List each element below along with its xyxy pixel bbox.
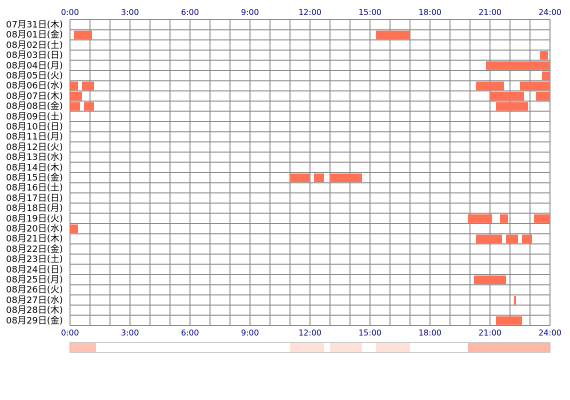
hour-tick-label-bottom: 15:00 [358, 329, 381, 338]
hour-tick-label-top: 9:00 [241, 8, 259, 17]
date-label: 08月09日(土) [6, 110, 63, 122]
date-label: 08月05日(火) [6, 71, 63, 82]
activity-bar [476, 234, 502, 244]
hour-tick-label-top: 3:00 [121, 8, 139, 17]
activity-bar [542, 71, 550, 81]
hour-tick-label-top: 12:00 [298, 8, 321, 17]
summary-band [330, 343, 362, 352]
activity-bar [540, 51, 548, 60]
hour-tick-label-bottom: 21:00 [478, 329, 501, 338]
activity-bar [70, 224, 78, 234]
date-label: 08月06日(水) [6, 80, 63, 92]
activity-bar [534, 214, 550, 223]
date-label: 08月19日(火) [6, 213, 63, 224]
activity-bar [486, 61, 550, 70]
date-label: 08月17日(日) [6, 193, 63, 204]
activity-bar [522, 234, 532, 244]
date-label: 08月20日(水) [6, 223, 63, 235]
activity-bar [330, 173, 362, 183]
activity-bar [70, 81, 78, 91]
bottom-hour-labels: 0:00 3:00 6:00 9:00 12:00 15:00 18:00 21:00 24:0… [61, 329, 562, 338]
activity-bar [514, 295, 516, 305]
chart-grid [69, 19, 551, 326]
activity-bar [536, 91, 550, 101]
hour-tick-label-bottom: 0:00 [61, 329, 79, 338]
date-label: 08月28日(木) [6, 304, 63, 316]
activity-bar [496, 316, 522, 325]
summary-strip [69, 342, 551, 353]
hour-tick-label-bottom: 9:00 [241, 329, 259, 338]
activity-bar [468, 214, 492, 223]
date-label: 08月01日(金) [6, 29, 63, 41]
activity-bar [290, 173, 310, 183]
activity-bar [70, 91, 82, 101]
date-label: 08月14日(木) [6, 161, 63, 173]
activity-bar [376, 30, 410, 40]
date-label: 08月12日(火) [6, 142, 63, 153]
date-label: 08月02日(土) [6, 39, 63, 51]
date-label: 08月11日(月) [6, 132, 63, 143]
hour-tick-label-top: 0:00 [61, 8, 79, 17]
activity-bar [490, 91, 524, 101]
date-label: 08月27日(水) [6, 294, 63, 306]
activity-bar [506, 234, 518, 244]
hour-tick-label-top: 15:00 [358, 8, 381, 17]
activity-bar [476, 81, 504, 91]
activity-bar [74, 30, 92, 40]
activity-bar [70, 102, 80, 111]
activity-bar [84, 102, 94, 111]
activity-bar [496, 102, 528, 111]
hour-tick-label-bottom: 18:00 [418, 329, 441, 338]
date-label: 07月31日(木) [6, 19, 63, 31]
date-label: 08月08日(金) [6, 100, 63, 112]
date-label: 08月03日(日) [6, 50, 63, 61]
date-label: 08月24日(日) [6, 264, 63, 275]
activity-bar [520, 81, 550, 91]
hour-tick-label-top: 24:00 [538, 8, 561, 17]
summary-band [376, 343, 410, 352]
activity-bar [474, 275, 506, 285]
hour-tick-label-top: 18:00 [418, 8, 441, 17]
date-label: 08月16日(土) [6, 182, 63, 194]
summary-band [70, 343, 96, 352]
hour-tick-label-bottom: 24:00 [538, 329, 561, 338]
date-label: 08月18日(月) [6, 203, 63, 214]
date-label: 08月21日(木) [6, 233, 63, 245]
date-label: 08月23日(土) [6, 253, 63, 265]
date-label: 08月04日(月) [6, 60, 63, 71]
date-label: 08月26日(火) [6, 285, 63, 296]
date-label: 08月13日(水) [6, 151, 63, 163]
activity-bar [314, 173, 324, 183]
hour-tick-label-top: 21:00 [478, 8, 501, 17]
hour-tick-label-bottom: 6:00 [181, 329, 199, 338]
date-labels: 07月31日(木)08月01日(金)08月02日(土)08月03日(日)08月0… [6, 19, 63, 327]
hour-tick-label-top: 6:00 [181, 8, 199, 17]
date-label: 08月22日(金) [6, 243, 63, 255]
summary-band [290, 343, 324, 352]
date-label: 08月15日(金) [6, 172, 63, 184]
activity-bar [82, 81, 94, 91]
date-label: 08月25日(月) [6, 275, 63, 286]
activity-bars [70, 30, 550, 325]
activity-bar [500, 214, 508, 223]
hour-tick-label-bottom: 3:00 [121, 329, 139, 338]
hour-tick-label-bottom: 12:00 [298, 329, 321, 338]
date-label: 08月07日(木) [6, 90, 63, 102]
date-label: 08月10日(日) [6, 122, 63, 133]
top-hour-labels: 0:00 3:00 6:00 9:00 12:00 15:00 18:00 21:00 24:0… [61, 8, 562, 17]
date-label: 08月29日(金) [6, 314, 63, 326]
summary-band [468, 343, 550, 352]
